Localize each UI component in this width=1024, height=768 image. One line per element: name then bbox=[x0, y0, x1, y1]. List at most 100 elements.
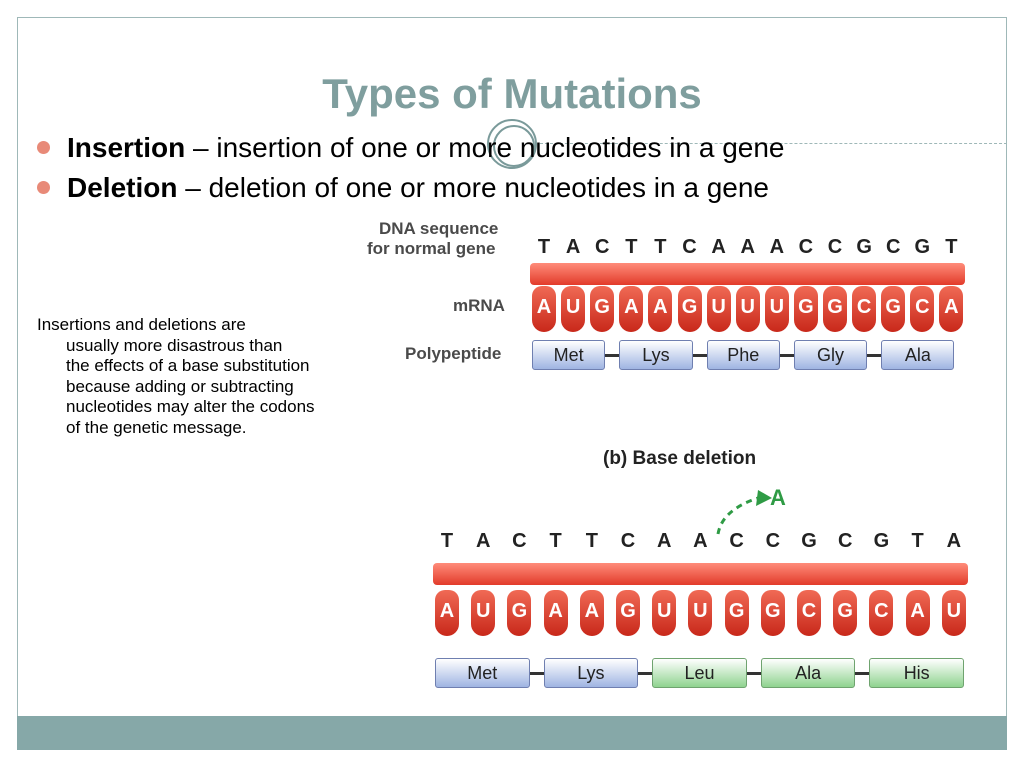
mrna-base: U bbox=[561, 286, 586, 332]
deleted-base-label: A bbox=[770, 485, 786, 510]
dna-base: C bbox=[682, 236, 697, 258]
mrna-base: C bbox=[852, 286, 877, 332]
peptide-bond bbox=[746, 672, 761, 675]
dna-base: C bbox=[885, 236, 901, 258]
note-line: Insertions and deletions are bbox=[37, 315, 246, 334]
bullet-term: Deletion bbox=[67, 172, 178, 203]
mrna-base: U bbox=[941, 590, 966, 636]
dna-base: T bbox=[945, 236, 958, 258]
bullet-text: – insertion of one or more nucleotides i… bbox=[185, 132, 785, 163]
mrna-base: A bbox=[939, 286, 964, 332]
mrna-base: G bbox=[881, 286, 906, 332]
mrna-base: U bbox=[764, 286, 789, 332]
dna-base: C bbox=[837, 530, 853, 552]
dna-base: C bbox=[512, 530, 527, 552]
amino-acid: Ala bbox=[881, 340, 955, 370]
peptide-bond bbox=[692, 354, 707, 357]
mrna-base: G bbox=[793, 286, 818, 332]
deletion-title: (b) Base deletion bbox=[603, 448, 757, 469]
mrna-base: U bbox=[652, 590, 677, 636]
dna-strand-band bbox=[530, 263, 966, 285]
mrna-base: G bbox=[833, 590, 858, 636]
bullet-deletion: Deletion – deletion of one or more nucle… bbox=[37, 168, 785, 208]
dna-strand-band bbox=[433, 563, 968, 585]
dna-base: T bbox=[585, 530, 598, 552]
dna-base: A bbox=[769, 236, 785, 258]
bullet-text: – deletion of one or more nucleotides in… bbox=[177, 172, 769, 203]
peptide-bond bbox=[605, 354, 620, 357]
dna-base: G bbox=[873, 530, 890, 552]
slide-title: Types of Mutations bbox=[322, 70, 702, 117]
dna-base: T bbox=[440, 530, 454, 552]
footer-band bbox=[17, 716, 1007, 750]
title-rule bbox=[540, 143, 1007, 144]
note-line: usually more disastrous than bbox=[66, 335, 283, 355]
dna-base: T bbox=[549, 530, 562, 552]
peptide-bond bbox=[638, 672, 653, 675]
dna-base: A bbox=[565, 236, 581, 258]
dna-label-line1: DNA sequence bbox=[379, 219, 499, 238]
mrna-base: A bbox=[648, 286, 673, 332]
bullet-term: Insertion bbox=[67, 132, 186, 163]
dna-base: A bbox=[656, 530, 672, 552]
amino-acid: Lys bbox=[619, 340, 693, 370]
peptide-bond bbox=[779, 354, 794, 357]
amino-acid: Met bbox=[532, 340, 606, 370]
dna-base: A bbox=[711, 236, 726, 258]
dna-base: G bbox=[801, 530, 817, 552]
mrna-base: U bbox=[688, 590, 713, 636]
mrna-base: A bbox=[543, 590, 568, 636]
amino-acid: Leu bbox=[652, 658, 747, 688]
peptide-bond bbox=[529, 672, 544, 675]
dna-base: G bbox=[856, 236, 872, 258]
dna-base: C bbox=[798, 236, 814, 258]
mrna-base: A bbox=[532, 286, 556, 332]
dna-base: A bbox=[693, 530, 708, 552]
dna-base: A bbox=[946, 530, 962, 552]
mrna-base: G bbox=[507, 590, 532, 636]
dna-base: C bbox=[765, 530, 781, 552]
amino-acid: Gly bbox=[793, 340, 868, 370]
mrna-base: C bbox=[910, 286, 935, 332]
bullet-dot bbox=[37, 141, 50, 154]
dna-base: C bbox=[594, 236, 610, 258]
mrna-base: U bbox=[706, 286, 731, 332]
dna-base: A bbox=[740, 236, 755, 258]
mrna-base: G bbox=[616, 590, 640, 636]
dna-base: A bbox=[475, 530, 491, 552]
dna-base: C bbox=[620, 530, 636, 552]
mrna-base: A bbox=[619, 286, 644, 332]
mrna-base: G bbox=[677, 286, 702, 332]
mrna-base: A bbox=[435, 590, 459, 636]
mrna-base: G bbox=[590, 286, 615, 332]
amino-acid: Phe bbox=[706, 340, 780, 370]
mrna-base: A bbox=[579, 590, 604, 636]
dna-base: T bbox=[911, 530, 924, 552]
amino-acid: His bbox=[869, 658, 964, 688]
mrna-base: G bbox=[724, 590, 749, 636]
decorative-ring bbox=[487, 119, 537, 169]
note-line: of the genetic message. bbox=[66, 417, 247, 437]
mrna-base: G bbox=[760, 590, 785, 636]
mrna-base: A bbox=[905, 590, 930, 636]
polypeptide-label: Polypeptide bbox=[405, 344, 502, 363]
bullet-dot bbox=[37, 181, 50, 194]
bullet-list: Insertion – insertion of one or more nuc… bbox=[37, 128, 785, 208]
mrna-base: C bbox=[869, 590, 894, 636]
note-line: the effects of a base substitution bbox=[66, 356, 310, 375]
mrna-base: C bbox=[797, 590, 821, 636]
mrna-label: mRNA bbox=[453, 296, 505, 315]
amino-acid: Ala bbox=[760, 658, 856, 688]
peptide-bond bbox=[855, 672, 870, 675]
dna-base: T bbox=[654, 236, 667, 258]
dna-label-line2: for normal gene bbox=[367, 239, 496, 258]
explanation-text: Insertions and deletions are usually mor… bbox=[37, 315, 382, 438]
note-line: because adding or subtracting bbox=[66, 376, 294, 396]
amino-acid: Met bbox=[435, 658, 530, 688]
dna-base: C bbox=[729, 530, 744, 552]
note-line: nucleotides may alter the codons bbox=[66, 397, 315, 416]
dna-base: T bbox=[537, 236, 551, 258]
dna-base: G bbox=[914, 236, 931, 258]
mrna-base: U bbox=[471, 590, 496, 636]
dna-base: C bbox=[827, 236, 843, 258]
